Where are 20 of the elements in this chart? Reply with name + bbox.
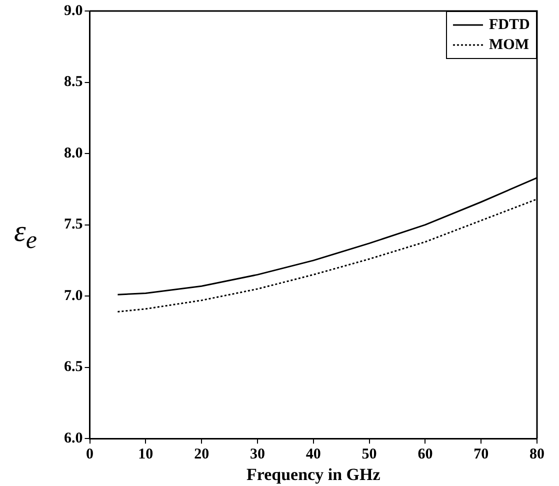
x-tick-label: 30 [250, 446, 265, 462]
x-axis-title: Frequency in GHz [246, 465, 381, 484]
x-tick-label: 50 [362, 446, 377, 462]
legend-label: FDTD [489, 16, 530, 35]
legend-label: MOM [489, 36, 529, 55]
y-tick-label: 8.5 [64, 74, 83, 90]
y-tick-label: 8.0 [64, 145, 83, 162]
y-tick-label: 6.5 [64, 359, 83, 376]
x-tick-label: 60 [418, 446, 433, 462]
y-tick-label: 7.0 [64, 288, 83, 304]
x-tick-label: 80 [530, 446, 544, 462]
x-tick-label: 40 [306, 446, 321, 462]
y-tick-label: 9.0 [64, 2, 83, 19]
x-tick-label: 20 [194, 446, 210, 462]
x-tick-label: 10 [138, 446, 154, 462]
y-axis-title: ε$_{e}$ [14, 215, 37, 255]
x-tick-label: 70 [474, 446, 489, 462]
x-tick-label: 0 [86, 446, 94, 462]
y-tick-label: 6.0 [64, 430, 83, 446]
y-tick-label: 7.5 [64, 216, 83, 233]
